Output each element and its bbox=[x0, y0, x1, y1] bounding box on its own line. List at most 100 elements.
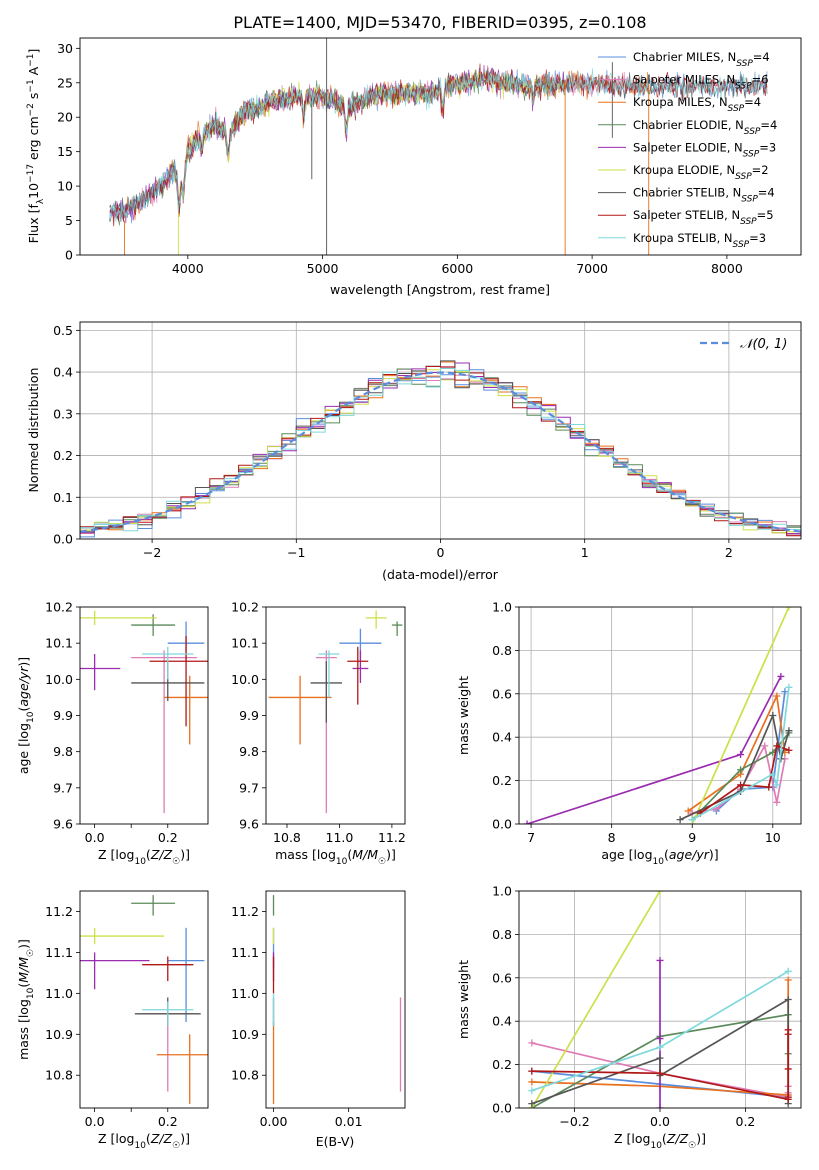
label-part: Chabrier MILES, N bbox=[633, 50, 736, 64]
axes-frame bbox=[265, 890, 406, 1109]
label-part: SSP bbox=[736, 59, 753, 69]
label-part: Z [log bbox=[98, 1131, 134, 1146]
label-part: 10 bbox=[653, 857, 665, 867]
mass-weight-line bbox=[687, 693, 786, 812]
label-part: Chabrier STELIB, N bbox=[633, 186, 741, 200]
y-tick-label: 0.0 bbox=[53, 532, 73, 547]
figure-title: PLATE=1400, MJD=53470, FIBERID=0395, z=0… bbox=[233, 13, 646, 32]
y-tick-label: 0.4 bbox=[53, 365, 73, 380]
label-part: Kroupa STELIB, N bbox=[633, 231, 733, 245]
x-tick-label: 6000 bbox=[441, 261, 473, 276]
y-tick-label: 9.6 bbox=[239, 817, 259, 832]
label-part: ( bbox=[16, 707, 31, 712]
error-point bbox=[164, 675, 208, 745]
plus-marker bbox=[773, 781, 781, 789]
label-part: )] bbox=[16, 939, 31, 949]
x-axis-label: wavelength [Angstrom, rest frame] bbox=[330, 282, 550, 297]
plus-marker bbox=[773, 692, 781, 700]
x-tick-label: 5000 bbox=[307, 261, 339, 276]
y-tick-label: 9.8 bbox=[53, 744, 73, 759]
label-part: ( bbox=[662, 1131, 667, 1146]
label-part: 10 bbox=[26, 711, 36, 723]
label-part: ( bbox=[664, 847, 669, 862]
label-part: λ bbox=[36, 198, 46, 204]
plus-marker bbox=[769, 770, 777, 778]
label-part: =2 bbox=[752, 163, 769, 177]
label-part: ☉ bbox=[172, 1141, 180, 1151]
y-tick-label: 20 bbox=[57, 110, 73, 125]
plus-marker bbox=[777, 672, 785, 680]
label-part: =3 bbox=[749, 231, 766, 245]
y-axis-label: mass weight bbox=[456, 960, 471, 1039]
label-part: =6 bbox=[752, 73, 769, 87]
plus-marker bbox=[656, 1043, 664, 1051]
plus-marker bbox=[656, 1054, 664, 1062]
error-point bbox=[347, 646, 369, 705]
y-tick-label: 11.0 bbox=[231, 986, 259, 1001]
axes-frame bbox=[79, 37, 802, 256]
label-part: SSP bbox=[744, 127, 761, 137]
label-part: ( bbox=[146, 847, 151, 862]
y-tick-label: 9.8 bbox=[239, 744, 259, 759]
error-point bbox=[80, 927, 165, 945]
y-tick-label: 10 bbox=[57, 179, 73, 194]
x-tick-label: 10 bbox=[765, 830, 781, 845]
axes-frame bbox=[518, 890, 802, 1109]
y-tick-label: 0.8 bbox=[492, 927, 512, 942]
plot-area-mass-vs-z bbox=[80, 895, 208, 1104]
label-part: =4 bbox=[758, 186, 775, 200]
plus-marker bbox=[656, 891, 664, 895]
plot-area-spectrum bbox=[109, 38, 768, 255]
label-part: mass [log bbox=[275, 847, 336, 862]
axes-frame bbox=[79, 321, 802, 540]
axes-age-vs-z: 0.0 0.29.69.79.89.910.010.110.2Z [log10(Z… bbox=[16, 600, 209, 867]
y-axis-label: Normed distribution bbox=[26, 368, 41, 493]
plus-marker bbox=[784, 1065, 792, 1073]
plus-marker bbox=[688, 816, 696, 824]
label-part: Z [log bbox=[614, 1131, 650, 1146]
legend-entry: Salpeter STELIB, NSSP=5 bbox=[633, 208, 774, 227]
y-tick-label: 1.0 bbox=[492, 600, 512, 615]
error-point bbox=[142, 956, 194, 982]
plot-area-mass-vs-ebv bbox=[272, 895, 402, 1104]
error-point bbox=[156, 1034, 208, 1104]
y-tick-label: 10.9 bbox=[45, 1027, 73, 1042]
x-tick-label: 8 bbox=[608, 830, 616, 845]
label-part: )] bbox=[16, 657, 31, 667]
y-tick-label: 0.0 bbox=[492, 817, 512, 832]
label-part: ☉ bbox=[378, 857, 386, 867]
label-part: )] bbox=[180, 847, 190, 862]
x-tick-label: 8000 bbox=[711, 261, 743, 276]
error-point bbox=[352, 650, 369, 683]
x-tick-label: −1 bbox=[287, 545, 305, 560]
label-part: 10 bbox=[134, 857, 146, 867]
y-tick-label: 15 bbox=[57, 144, 73, 159]
label-part: mass [log bbox=[16, 999, 31, 1060]
y-tick-label: 11.2 bbox=[45, 904, 73, 919]
label-part: SSP bbox=[735, 172, 752, 182]
y-tick-label: 0.3 bbox=[53, 406, 73, 421]
label-part: M/M bbox=[352, 847, 378, 862]
label-part: −1 bbox=[26, 54, 36, 67]
label-part: ( bbox=[347, 847, 352, 862]
plus-marker bbox=[784, 976, 792, 984]
error-point bbox=[131, 650, 198, 814]
mass-weight-line bbox=[691, 607, 790, 824]
plus-marker bbox=[773, 798, 781, 806]
plus-marker bbox=[784, 1093, 792, 1101]
label-part: =4 bbox=[760, 118, 777, 132]
label-part: −2 bbox=[26, 103, 36, 116]
histogram-step bbox=[80, 367, 801, 532]
axes-frame bbox=[265, 606, 406, 825]
label-part: SSP bbox=[743, 149, 760, 159]
label-part: ( bbox=[16, 983, 31, 988]
x-axis-label: E(B-V) bbox=[316, 1134, 355, 1149]
label-part: erg cm bbox=[26, 116, 41, 164]
x-tick-label: 1 bbox=[581, 545, 589, 560]
plus-marker bbox=[737, 766, 745, 774]
legend-entry: Chabrier MILES, NSSP=4 bbox=[633, 50, 770, 69]
label-part: Salpeter ELODIE, N bbox=[633, 140, 743, 154]
x-tick-label: 0.00 bbox=[260, 1114, 288, 1129]
